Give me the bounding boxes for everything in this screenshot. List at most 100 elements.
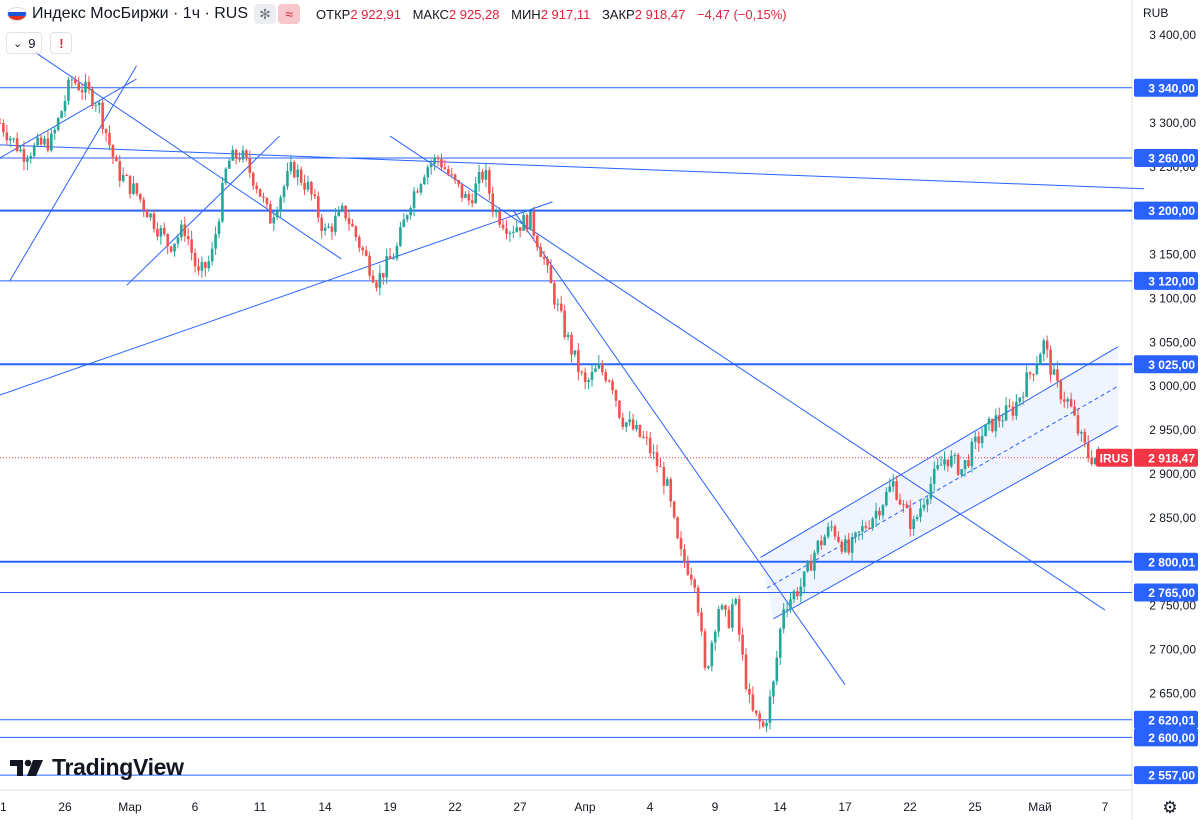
candle-body [32,145,36,156]
candle-body [535,235,539,248]
candle-body [162,227,166,234]
candle-body [878,510,881,516]
candle-body [197,266,200,271]
candle-body [446,169,450,175]
candle-body [594,368,597,372]
x-tick-label: 22 [448,800,462,814]
candle-body [135,183,139,194]
candle-body [73,79,77,84]
indicators-toggle[interactable]: ⌄ 9 [6,32,43,54]
candle-body [132,183,135,194]
candle-body [464,194,467,198]
candle-body [5,132,9,141]
y-tick-label: 2 650,00 [1149,686,1196,700]
candle-body [1008,405,1011,407]
candle-body [84,81,87,93]
indicator-count: 9 [28,35,36,51]
candle-body [50,133,53,151]
high-value: 2 925,28 [448,6,500,22]
candle-body [676,517,679,539]
candle-body [542,256,546,259]
candle-body [556,303,560,305]
candle-body [847,539,850,553]
candle-body [559,303,563,311]
warning-icon[interactable]: ! [50,32,73,54]
candle-body [888,486,892,492]
candle-body [700,612,703,632]
candle-body [751,694,755,711]
candle-body [987,418,991,425]
candle-body [796,591,799,597]
candle-body [737,598,741,635]
indicator-row: ⌄ 9 ! [0,32,73,54]
candle-body [1028,372,1032,375]
candle-body [837,536,840,542]
candle-body [405,215,409,220]
candle-body [149,213,152,218]
y-tick-label: 2 950,00 [1149,423,1196,437]
candle-body [29,155,33,159]
candle-body [850,537,854,553]
candle-body [826,526,830,537]
candle-body [347,218,351,224]
chevron-down-icon: ⌄ [13,37,23,50]
candle-body [590,371,594,381]
candle-body [772,681,775,697]
candle-body [778,628,782,658]
candle-body [364,250,368,256]
candle-body [258,188,262,197]
candle-body [635,424,638,430]
currency-label[interactable]: RUB [1143,6,1169,20]
candle-body [159,227,163,237]
candle-body [166,233,169,247]
candle-body [997,415,1001,422]
candle-body [115,157,118,162]
candle-body [703,631,707,668]
candle-body [1015,401,1018,416]
candle-body [320,217,323,231]
level-label-bg [1134,728,1198,747]
candle-body [316,196,320,218]
tradingview-logo[interactable]: TradingView [10,754,184,781]
candle-body [861,526,864,532]
candle-body [994,415,998,432]
candle-body [412,191,416,208]
y-tick-label: 3 400,00 [1149,28,1196,42]
candle-body [488,170,491,194]
candle-body [460,184,464,198]
candle-body [693,579,696,588]
candle-body [696,587,700,613]
candle-body [980,436,984,444]
candle-body [512,231,515,233]
snowflake-icon[interactable]: ✻ [254,4,277,24]
x-tick-label: 25 [968,800,982,814]
candle-body [210,248,214,262]
trend-line [0,144,1145,190]
x-tick-label: 14 [773,800,787,814]
symbol-title[interactable]: Индекс МосБиржи · 1ч · RUS [32,5,249,22]
candle-body [563,310,566,338]
candle-body [950,455,953,467]
candle-body [1083,432,1087,443]
gear-icon[interactable]: ⚙ [1162,798,1178,817]
candle-body [600,363,604,373]
candle-body [2,123,5,133]
candle-body [809,561,813,571]
candle-body [484,170,488,180]
candle-body [707,666,710,668]
candle-body [1039,354,1042,365]
candle-body [214,234,217,249]
candle-body [871,518,874,528]
candle-body [128,175,132,194]
wave-icon[interactable]: ≈ [278,4,301,24]
candle-body [1090,457,1093,465]
candle-body [385,256,388,278]
candle-body [614,390,618,401]
candle-body [443,167,447,170]
level-label: 3 200,00 [1148,204,1195,218]
candle-body [43,138,46,145]
candle-body [932,468,936,484]
candle-body [139,193,142,200]
candle-body [429,163,433,168]
